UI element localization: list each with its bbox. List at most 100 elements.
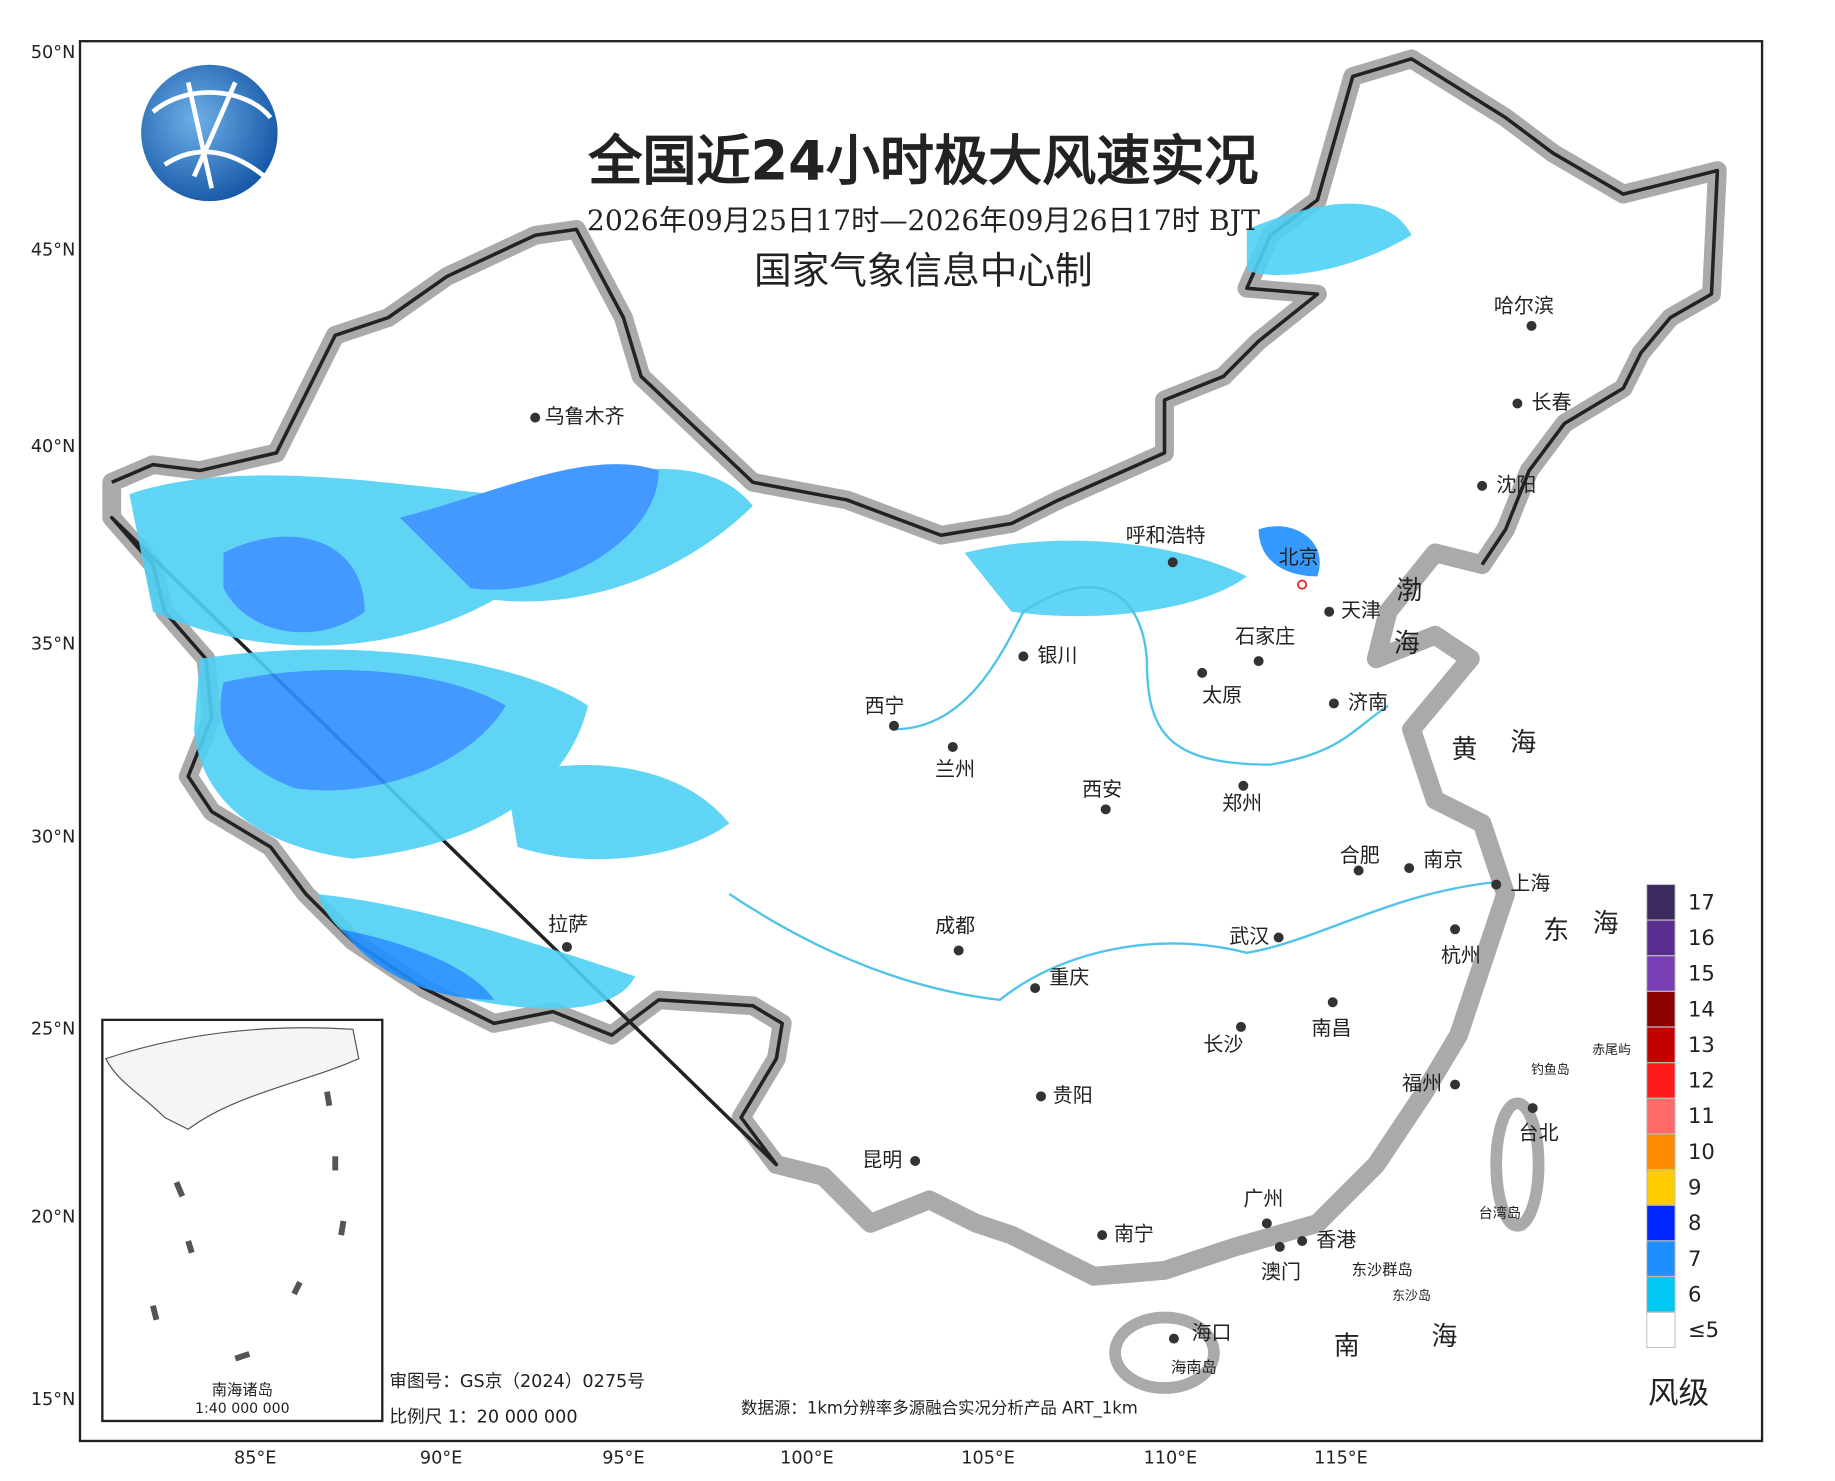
city-label: 济南 — [1348, 690, 1388, 714]
subtitle: 2026年09月25日17时—2026年09月26日17时 BJT — [587, 204, 1260, 237]
lat-label: 30°N — [31, 828, 75, 848]
place-label: 东 — [1543, 916, 1569, 946]
city-dot — [1168, 1333, 1179, 1344]
city-label: 贵阳 — [1053, 1083, 1093, 1107]
legend-label: 16 — [1688, 925, 1715, 950]
city-dot — [1253, 656, 1264, 667]
city-label: 郑州 — [1222, 791, 1262, 815]
taiwan — [1490, 1097, 1545, 1232]
city-label: 西安 — [1082, 777, 1122, 801]
city-dot — [1491, 879, 1502, 890]
place-label: 赤尾屿 — [1592, 1043, 1631, 1058]
city-label: 成都 — [935, 913, 975, 937]
lon-label: 110°E — [1144, 1449, 1198, 1469]
place-label: 东沙岛 — [1392, 1288, 1431, 1304]
city-dot — [1100, 804, 1111, 815]
lat-label: 20°N — [31, 1207, 75, 1227]
data-source: 数据源：1km分辨率多源融合实况分析产品 ART_1km — [741, 1399, 1138, 1419]
dynamic-layer: 50°N 45°N 40°N 35°N 30°N 25°N 20°N 15°N 85°E 90°E… — [31, 43, 1719, 1469]
city-dot — [1238, 780, 1249, 791]
city-dot — [1030, 983, 1041, 994]
city-dot — [1274, 1241, 1285, 1252]
city-dot — [530, 412, 541, 423]
city-label: 长春 — [1532, 390, 1572, 414]
city-dot — [1297, 1236, 1308, 1247]
city-dot — [1512, 398, 1523, 409]
legend-swatch — [1646, 1240, 1676, 1277]
city-label: 广州 — [1243, 1186, 1283, 1210]
legend-swatch — [1646, 1169, 1676, 1206]
legend-swatch — [1646, 1026, 1676, 1063]
city-label: 昆明 — [862, 1148, 902, 1172]
city-dot — [1261, 1218, 1272, 1229]
legend-label: 8 — [1688, 1210, 1701, 1235]
city-dot — [947, 741, 958, 752]
city-label: 银川 — [1037, 643, 1077, 667]
lon-label: 115°E — [1314, 1449, 1368, 1469]
rivers — [728, 586, 1495, 1002]
city-label: 太原 — [1202, 683, 1242, 707]
legend-swatch — [1646, 884, 1676, 921]
title: 全国近24小时极大风速实况 — [587, 129, 1258, 192]
city-label: 上海 — [1510, 871, 1550, 895]
city-dot — [1328, 698, 1339, 709]
lon-label: 90°E — [420, 1449, 462, 1469]
city-dot — [1450, 1079, 1461, 1090]
city-label: 乌鲁木齐 — [545, 404, 625, 428]
city-dot — [910, 1156, 921, 1167]
place-label: 钓鱼岛 — [1531, 1062, 1570, 1078]
city-dot — [1450, 924, 1461, 935]
legend-label: 10 — [1688, 1139, 1715, 1164]
place-label: 海 — [1394, 629, 1420, 659]
lat-label: 25°N — [31, 1019, 75, 1039]
city-dot — [1018, 651, 1029, 662]
lat-label: 40°N — [31, 437, 75, 457]
city-label: 南京 — [1423, 848, 1463, 872]
city-label: 西宁 — [865, 693, 905, 717]
city-dot — [888, 720, 899, 731]
legend-label: 12 — [1688, 1068, 1715, 1093]
lon-label: 85°E — [234, 1449, 276, 1469]
legend-label: 13 — [1688, 1032, 1715, 1057]
city-label: 南昌 — [1312, 1016, 1352, 1040]
hainan — [1109, 1311, 1220, 1394]
city-dot — [1036, 1091, 1047, 1102]
lat-label: 15°N — [31, 1390, 75, 1410]
place-label: 海 — [1593, 909, 1619, 939]
city-label: 澳门 — [1261, 1259, 1301, 1283]
legend-label: 15 — [1688, 961, 1715, 986]
place-label: 海 — [1432, 1322, 1458, 1352]
city-dot — [1197, 667, 1208, 678]
lon-label: 105°E — [961, 1449, 1015, 1469]
lon-label: 95°E — [602, 1449, 644, 1469]
scale-note: 比例尺 1：20 000 000 — [389, 1406, 577, 1427]
producer: 国家气象信息中心制 — [754, 248, 1093, 292]
lon-label: 100°E — [780, 1449, 834, 1469]
city-label: 海口 — [1192, 1320, 1232, 1344]
place-label: 台湾岛 — [1479, 1205, 1521, 1222]
legend-swatch — [1646, 1097, 1676, 1135]
legend-swatch — [1646, 991, 1676, 1028]
place-label: 海南岛 — [1171, 1359, 1217, 1377]
legend-swatch — [1646, 1133, 1676, 1170]
city-dot — [1235, 1021, 1246, 1032]
city-label: 南宁 — [1114, 1222, 1154, 1246]
inset-land — [105, 1027, 360, 1130]
inset-scale: 1:40 000 000 — [195, 1401, 290, 1417]
city-label: 杭州 — [1441, 943, 1481, 967]
legend-label: 17 — [1688, 889, 1715, 914]
city-dot — [1327, 997, 1338, 1008]
place-label: 南 — [1334, 1331, 1360, 1361]
legend-swatch — [1646, 1204, 1676, 1242]
city-label: 天津 — [1341, 598, 1381, 622]
city-dot — [1404, 863, 1415, 874]
city-label: 合肥 — [1340, 843, 1380, 867]
legend-swatch — [1646, 955, 1676, 992]
legend-label: 11 — [1688, 1103, 1715, 1128]
legend-label: 14 — [1688, 996, 1715, 1021]
city-label: 重庆 — [1049, 965, 1089, 989]
legend-label: 6 — [1688, 1281, 1701, 1306]
legend-label: 7 — [1688, 1246, 1701, 1271]
inset-title: 南海诸岛 — [212, 1381, 273, 1399]
